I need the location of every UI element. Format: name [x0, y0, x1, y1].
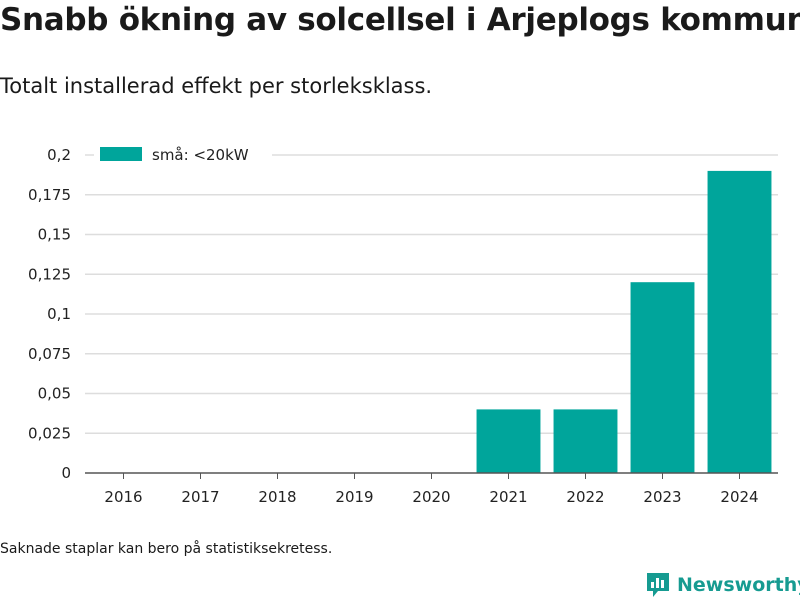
x-tick-label: 2018 — [258, 488, 296, 506]
y-tick-label: 0,1 — [47, 305, 71, 323]
legend-label: små: <20kW — [152, 146, 249, 164]
bar-2023 — [630, 282, 695, 473]
legend: små: <20kW — [94, 142, 272, 166]
x-tick-label: 2022 — [566, 488, 604, 506]
y-tick-label: 0 — [61, 464, 71, 482]
legend-swatch — [100, 147, 142, 161]
bar-2022 — [553, 409, 618, 473]
x-tick-label: 2024 — [720, 488, 758, 506]
x-axis-ticks: 2016 2017 2018 2019 2020 2021 2022 2023 2024 — [104, 473, 759, 506]
y-tick-label: 0,2 — [47, 146, 71, 164]
brand-name: Newsworthy — [677, 574, 800, 596]
y-tick-label: 0,05 — [38, 385, 71, 403]
x-tick-label: 2020 — [412, 488, 450, 506]
bar-2021 — [476, 409, 541, 473]
x-tick-label: 2016 — [104, 488, 142, 506]
bar-2024 — [707, 170, 772, 473]
brand-logo: Newsworthy — [645, 570, 800, 600]
x-tick-label: 2017 — [181, 488, 219, 506]
newsworthy-logo-icon — [647, 573, 669, 597]
y-tick-label: 0,025 — [28, 424, 71, 442]
footnote: Saknade staplar kan bero på statistiksek… — [0, 541, 333, 557]
x-tick-label: 2023 — [643, 488, 681, 506]
y-tick-label: 0,075 — [28, 345, 71, 363]
y-tick-label: 0,125 — [28, 265, 71, 283]
x-tick-label: 2019 — [335, 488, 373, 506]
x-tick-label: 2021 — [489, 488, 527, 506]
y-tick-label: 0,15 — [38, 226, 71, 244]
bars — [476, 170, 772, 473]
bar-chart: 0 0,025 0,05 0,075 0,1 0,125 0,15 0,175 0,2 2016… — [28, 142, 778, 506]
y-tick-label: 0,175 — [28, 186, 71, 204]
y-axis-ticks: 0 0,025 0,05 0,075 0,1 0,125 0,15 0,175 0,2 — [28, 146, 71, 482]
chart-title: Snabb ökning av solcellsel i Arjeplogs k… — [0, 2, 800, 38]
chart-subtitle: Totalt installerad effekt per storlekskl… — [0, 74, 433, 98]
